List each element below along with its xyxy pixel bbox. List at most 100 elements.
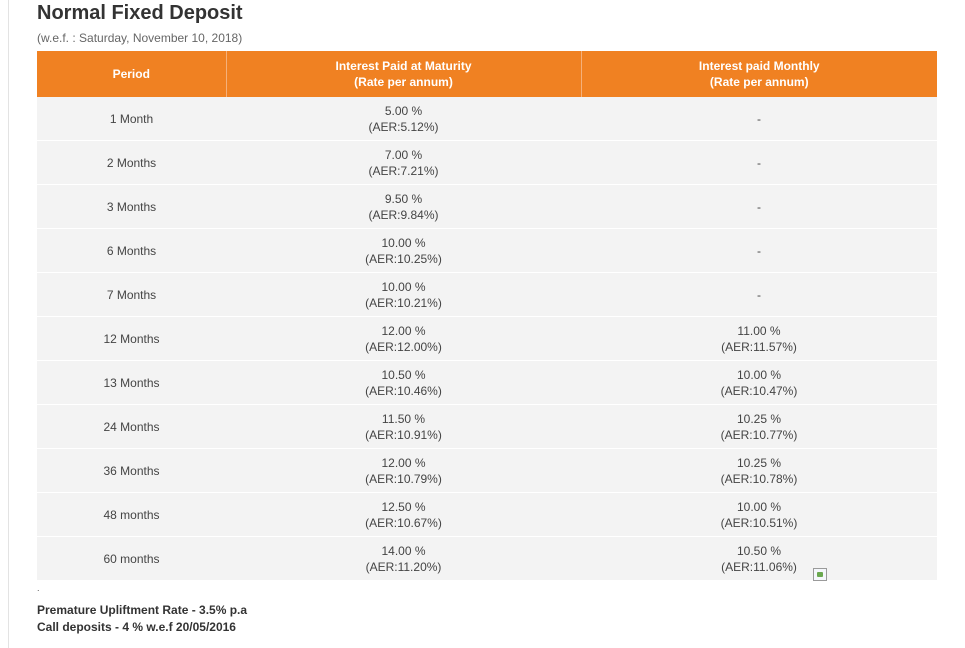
header-period: Period xyxy=(37,51,227,97)
broken-image-icon xyxy=(813,568,827,581)
table-row: 12 Months 12.00 % (AER:12.00%) 11.00 % (AER:… xyxy=(37,316,937,361)
table-row: 36 Months 12.00 % (AER:10.79%) 10.25 % (AER:… xyxy=(37,448,937,493)
maturity-rate-cell: 12.50 % (AER:10.67%) xyxy=(226,492,581,537)
note-dot: . xyxy=(37,583,40,593)
period-cell: 48 months xyxy=(37,492,226,537)
period-period: 36 Months xyxy=(103,463,160,478)
period-cell: 7 Months xyxy=(37,272,226,317)
maturity-rate-maturity-rate: 10.00 % xyxy=(381,279,426,294)
monthly-rate-monthly-aer: (AER:11.57%) xyxy=(721,339,797,354)
maturity-rate-cell: 10.00 % (AER:10.25%) xyxy=(226,228,581,273)
table-row: 7 Months 10.00 % (AER:10.21%) - xyxy=(37,272,937,317)
maturity-rate-maturity-aer: (AER:10.79%) xyxy=(365,471,442,486)
monthly-rate-monthly-rate: - xyxy=(757,199,761,214)
maturity-rate-cell: 5.00 % (AER:5.12%) xyxy=(226,97,581,141)
table-row: 60 months 14.00 % (AER:11.20%) 10.50 % (AER:… xyxy=(37,536,937,581)
table-row: 1 Month 5.00 % (AER:5.12%) - xyxy=(37,97,937,141)
table-row: 48 months 12.50 % (AER:10.67%) 10.00 % (AER:… xyxy=(37,492,937,537)
table-row: 6 Months 10.00 % (AER:10.25%) - xyxy=(37,228,937,273)
monthly-rate-cell: 10.00 % (AER:10.51%) xyxy=(581,492,937,537)
monthly-rate-monthly-rate: - xyxy=(757,111,761,126)
monthly-rate-monthly-aer: (AER:10.78%) xyxy=(720,471,798,486)
monthly-rate-cell: 10.25 % (AER:10.77%) xyxy=(581,404,937,449)
rates-table: Period Interest Paid at Maturity (Rate p… xyxy=(37,51,937,581)
monthly-rate-cell: 10.00 % (AER:10.47%) xyxy=(581,360,937,405)
maturity-rate-maturity-aer: (AER:10.21%) xyxy=(365,295,442,310)
maturity-rate-maturity-rate: 5.00 % xyxy=(384,103,423,118)
period-period: 3 Months xyxy=(106,199,157,214)
period-cell: 24 Months xyxy=(37,404,226,449)
period-cell: 1 Month xyxy=(37,97,226,141)
monthly-rate-monthly-aer: (AER:10.77%) xyxy=(720,427,798,442)
period-cell: 3 Months xyxy=(37,184,226,229)
monthly-rate-monthly-aer: (AER:11.06%) xyxy=(721,559,797,574)
monthly-rate-monthly-rate: 10.25 % xyxy=(736,411,782,426)
period-period: 13 Months xyxy=(103,375,160,390)
period-cell: 2 Months xyxy=(37,140,226,185)
period-period: 6 Months xyxy=(106,243,157,258)
maturity-rate-maturity-rate: 12.50 % xyxy=(381,499,426,514)
maturity-rate-maturity-aer: (AER:11.20%) xyxy=(365,559,442,574)
period-cell: 13 Months xyxy=(37,360,226,405)
monthly-rate-monthly-rate: - xyxy=(757,287,761,302)
period-cell: 36 Months xyxy=(37,448,226,493)
maturity-rate-maturity-rate: 10.50 % xyxy=(381,367,426,382)
period-period: 12 Months xyxy=(103,331,160,346)
monthly-rate-monthly-rate: 10.00 % xyxy=(736,367,782,382)
call-deposits-note: Call deposits - 4 % w.e.f 20/05/2016 xyxy=(37,620,236,634)
maturity-rate-maturity-rate: 12.00 % xyxy=(381,323,426,338)
header-interest-at-maturity: Interest Paid at Maturity (Rate per annu… xyxy=(226,51,582,97)
maturity-rate-cell: 11.50 % (AER:10.91%) xyxy=(226,404,581,449)
monthly-rate-monthly-aer: (AER:10.51%) xyxy=(720,515,798,530)
monthly-rate-monthly-rate: 10.50 % xyxy=(736,543,782,558)
table-row: 13 Months 10.50 % (AER:10.46%) 10.00 % (AER:… xyxy=(37,360,937,405)
period-period: 1 Month xyxy=(109,111,154,126)
maturity-rate-maturity-aer: (AER:10.91%) xyxy=(365,427,442,442)
monthly-rate-cell: - xyxy=(581,228,937,273)
maturity-rate-cell: 14.00 % (AER:11.20%) xyxy=(226,536,581,581)
monthly-rate-cell: - xyxy=(581,97,937,141)
maturity-rate-cell: 9.50 % (AER:9.84%) xyxy=(226,184,581,229)
maturity-rate-cell: 12.00 % (AER:12.00%) xyxy=(226,316,581,361)
maturity-rate-maturity-rate: 10.00 % xyxy=(381,235,426,250)
monthly-rate-monthly-rate: 10.25 % xyxy=(736,455,782,470)
maturity-rate-maturity-aer: (AER:12.00%) xyxy=(365,339,442,354)
maturity-rate-cell: 7.00 % (AER:7.21%) xyxy=(226,140,581,185)
table-header-row: Period Interest Paid at Maturity (Rate p… xyxy=(37,51,937,97)
maturity-rate-maturity-aer: (AER:7.21%) xyxy=(368,163,439,178)
monthly-rate-monthly-rate: - xyxy=(757,155,761,170)
table-body: 1 Month 5.00 % (AER:5.12%) -2 Months 7.00 %(… xyxy=(37,97,937,581)
period-cell: 12 Months xyxy=(37,316,226,361)
maturity-rate-cell: 12.00 % (AER:10.79%) xyxy=(226,448,581,493)
maturity-rate-maturity-aer: (AER:10.46%) xyxy=(365,383,442,398)
period-period: 24 Months xyxy=(103,419,160,434)
period-cell: 6 Months xyxy=(37,228,226,273)
maturity-rate-maturity-rate: 11.50 % xyxy=(381,411,426,426)
maturity-rate-maturity-rate: 7.00 % xyxy=(384,147,423,162)
period-cell: 60 months xyxy=(37,536,226,581)
table-row: 24 Months 11.50 % (AER:10.91%) 10.25 % (AER:… xyxy=(37,404,937,449)
premature-upliftment-note: Premature Upliftment Rate - 3.5% p.a xyxy=(37,603,248,617)
maturity-rate-maturity-rate: 12.00 % xyxy=(381,455,426,470)
monthly-rate-monthly-rate: 11.00 % xyxy=(737,323,781,338)
header-interest-monthly: Interest paid Monthly (Rate per annum) xyxy=(581,51,937,97)
maturity-rate-cell: 10.50 % (AER:10.46%) xyxy=(226,360,581,405)
monthly-rate-cell: - xyxy=(581,140,937,185)
maturity-rate-maturity-rate: 14.00 % xyxy=(381,543,426,558)
period-period: 2 Months xyxy=(106,155,157,170)
maturity-rate-maturity-rate: 9.50 % xyxy=(384,191,423,206)
page-left-border xyxy=(8,0,9,648)
maturity-rate-cell: 10.00 % (AER:10.21%) xyxy=(226,272,581,317)
table-row: 2 Months 7.00 % (AER:7.21%) - xyxy=(37,140,937,185)
monthly-rate-cell: 10.50 % (AER:11.06%) xyxy=(581,536,937,581)
monthly-rate-monthly-rate: 10.00 % xyxy=(736,499,782,514)
period-period: 48 months xyxy=(103,507,160,522)
maturity-rate-maturity-aer: (AER:10.25%) xyxy=(365,251,442,266)
monthly-rate-cell: - xyxy=(581,272,937,317)
effective-date: (w.e.f. : Saturday, November 10, 2018) xyxy=(37,31,243,45)
period-period: 7 Months xyxy=(106,287,157,302)
page-title: Normal Fixed Deposit xyxy=(37,2,243,24)
monthly-rate-cell: 11.00 % (AER:11.57%) xyxy=(581,316,937,361)
period-period: 60 months xyxy=(103,551,160,566)
maturity-rate-maturity-aer: (AER:5.12%) xyxy=(368,119,439,134)
